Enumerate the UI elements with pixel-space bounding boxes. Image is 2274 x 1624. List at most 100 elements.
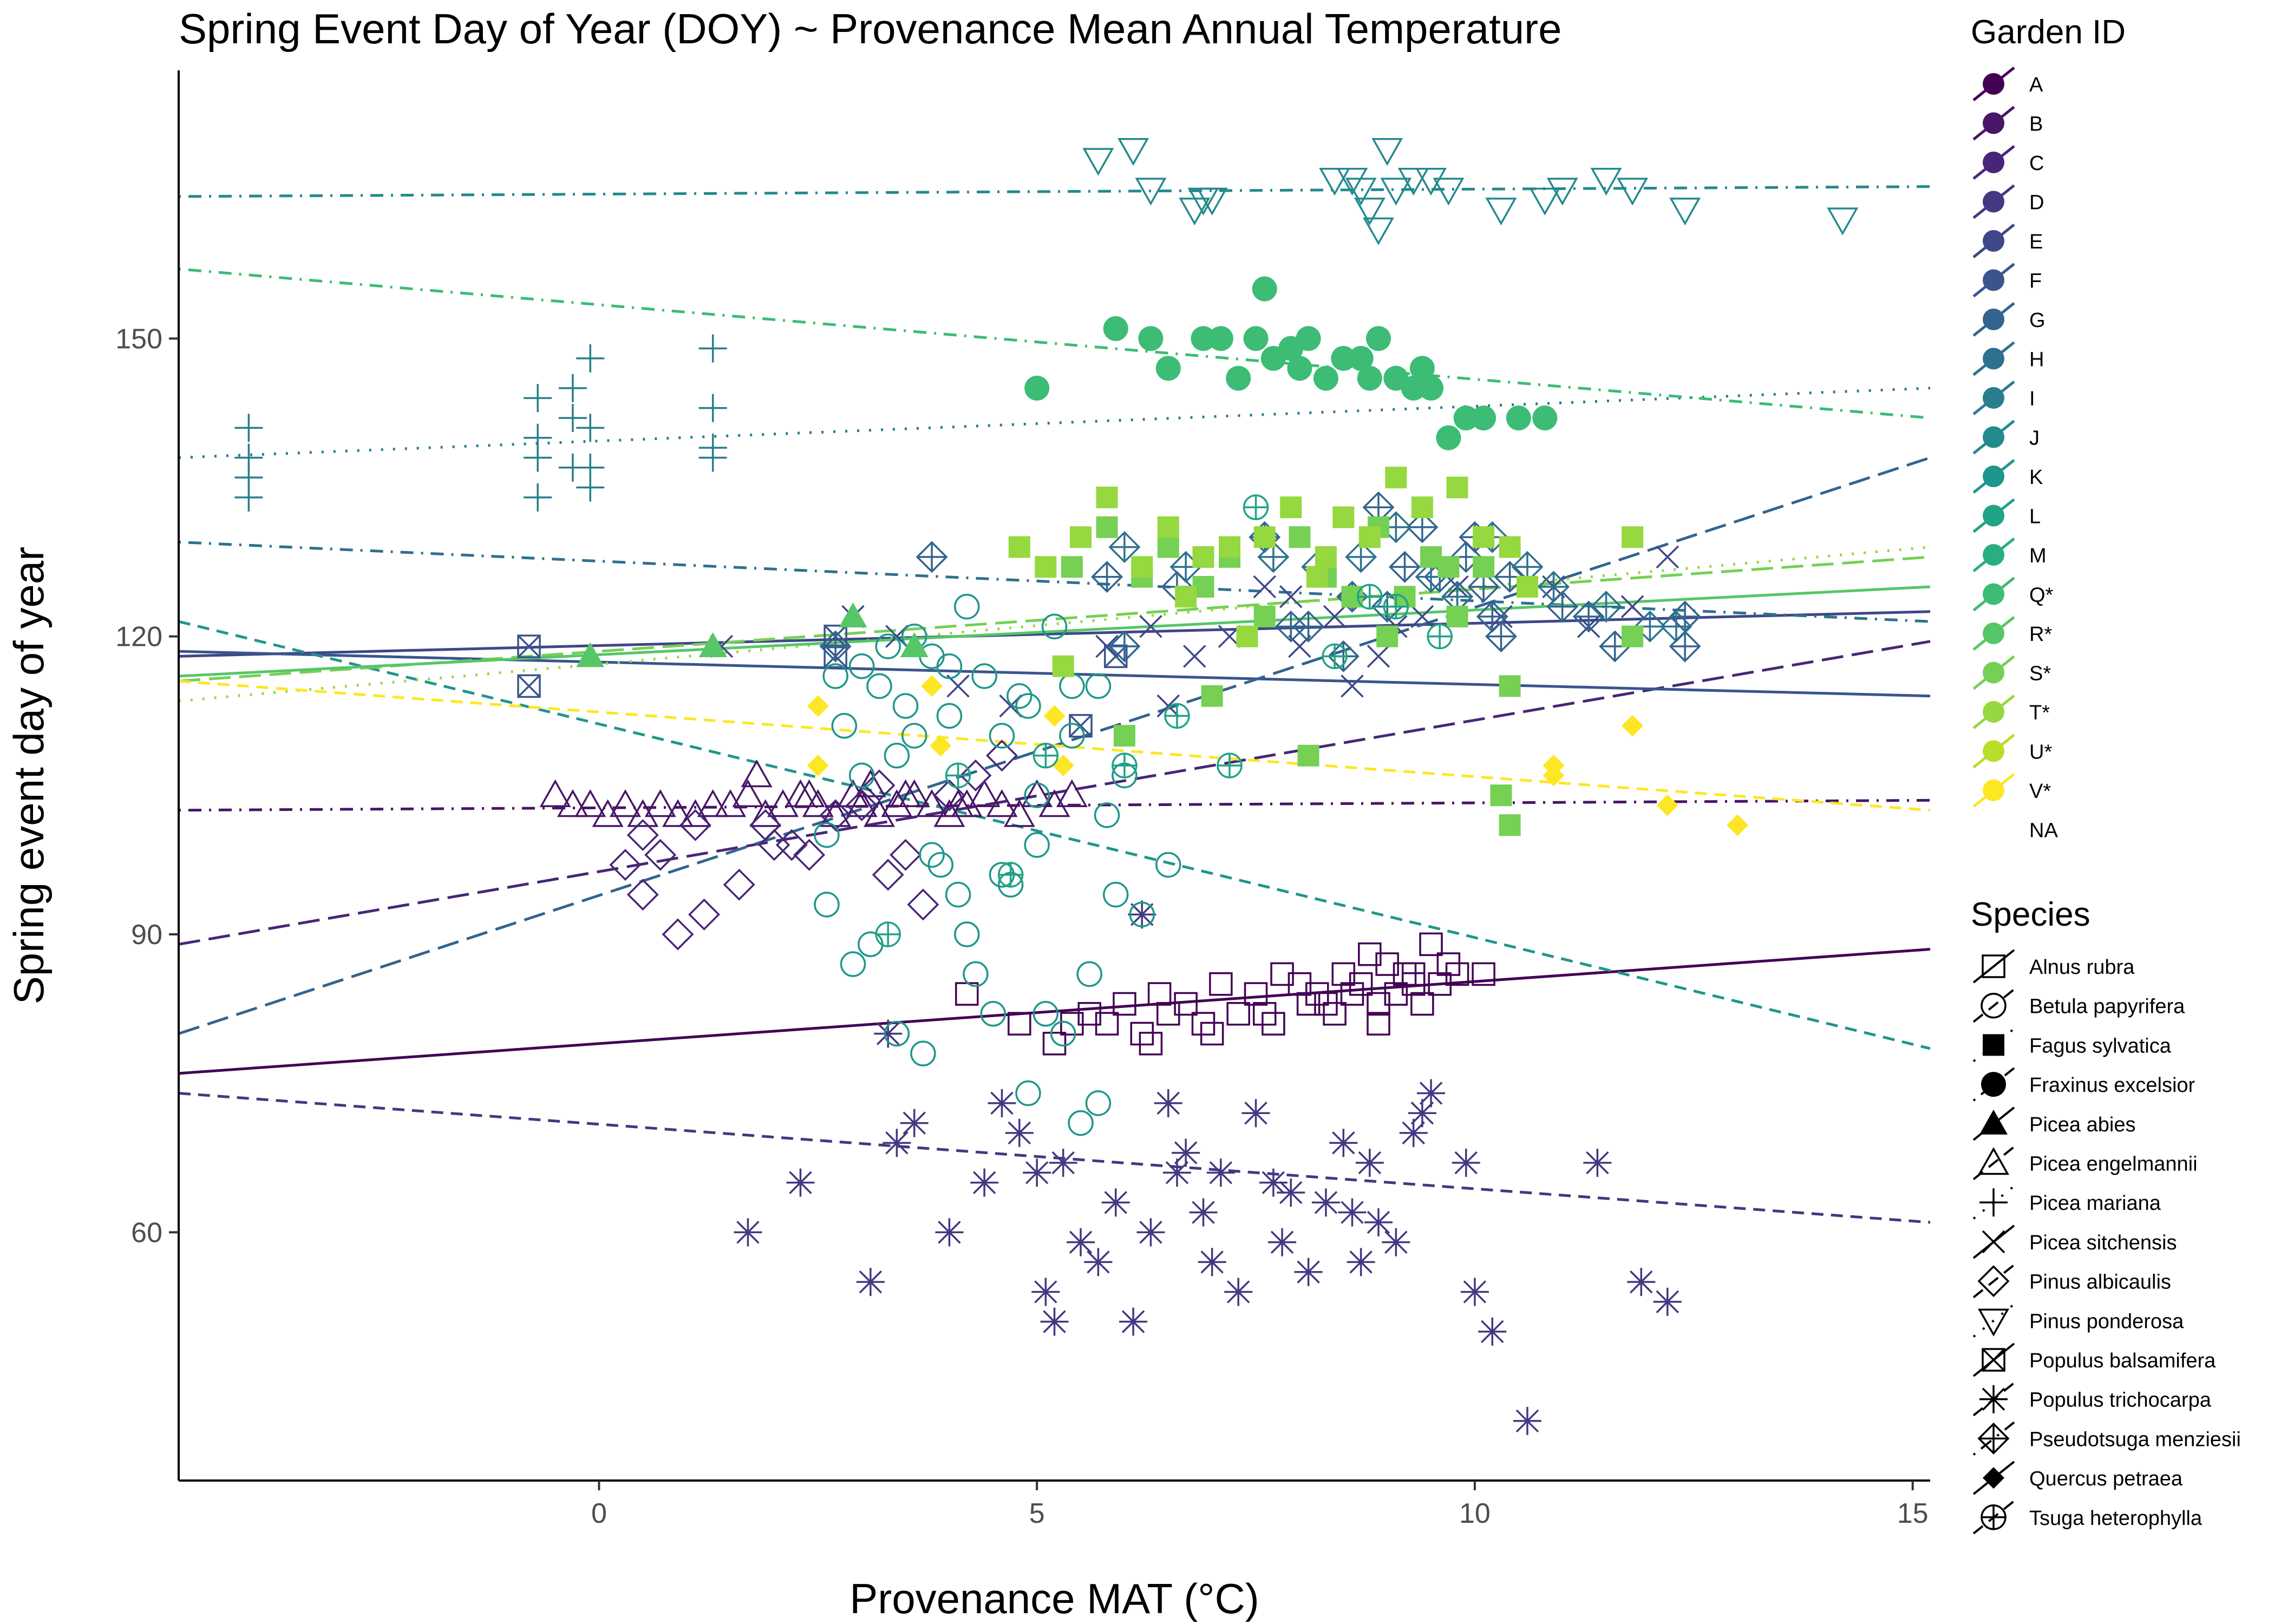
- data-point: [679, 799, 711, 827]
- legend-species-item: Pinus ponderosa: [1972, 1303, 2184, 1338]
- legend-species-label: Picea mariana: [2029, 1192, 2161, 1215]
- legend-species-item: Picea abies: [1972, 1106, 2135, 1141]
- data-point: [1529, 187, 1561, 216]
- data-point: [539, 779, 571, 807]
- legend-species-item: Picea engelmannii: [1972, 1145, 2198, 1181]
- legend-garden-item: E: [1972, 224, 2043, 258]
- data-point: [698, 394, 727, 422]
- legend-species-item: Pseudotsuga menziesii: [1972, 1421, 2241, 1456]
- data-point: [1362, 217, 1394, 246]
- data-point: [1572, 600, 1605, 633]
- data-point: [576, 344, 605, 373]
- data-point: [1314, 992, 1338, 1016]
- legend-garden-item: R*: [1972, 616, 2052, 651]
- data-point: [954, 593, 980, 620]
- data-point: [1259, 1168, 1288, 1197]
- y-tick-label: 60: [131, 1217, 162, 1248]
- legend-garden-label: E: [2029, 231, 2043, 253]
- data-point: [1031, 1278, 1060, 1306]
- legend-garden-swatch: [1983, 230, 2004, 252]
- data-point: [875, 633, 901, 659]
- data-point: [1516, 575, 1538, 598]
- legend-species-item: Fagus sylvatica: [1972, 1027, 2172, 1062]
- data-point: [1357, 365, 1382, 391]
- data-point: [807, 695, 829, 717]
- data-point: [1070, 526, 1092, 548]
- legend-garden-item: U*: [1972, 734, 2052, 769]
- data-point: [848, 653, 875, 679]
- data-point: [1139, 1032, 1163, 1056]
- data-point: [1155, 356, 1181, 381]
- data-point: [1499, 536, 1521, 558]
- data-point: [1427, 623, 1453, 650]
- data-point: [1096, 486, 1118, 508]
- data-point: [1108, 531, 1141, 564]
- legend-garden-swatch: [1983, 740, 2004, 762]
- data-point: [1354, 198, 1386, 226]
- data-point: [758, 829, 790, 861]
- data-point: [1297, 744, 1319, 767]
- data-point: [1113, 725, 1135, 747]
- data-point: [1385, 467, 1407, 489]
- legend-species-label: Picea engelmannii: [2029, 1153, 2198, 1176]
- fit-line-D: [178, 1092, 1931, 1224]
- data-point: [959, 759, 992, 791]
- data-point: [1399, 1118, 1428, 1147]
- data-point: [1101, 1188, 1130, 1217]
- legend-species-line: [1972, 1421, 2015, 1456]
- data-point: [644, 789, 676, 817]
- data-point: [1138, 326, 1164, 351]
- legend-species-line: [1972, 988, 2015, 1023]
- legend-species-swatch: [1979, 1109, 2008, 1135]
- legend-species-swatch: [1981, 992, 2007, 1019]
- legend-garden-swatch: [1983, 505, 2004, 527]
- fit-line-H: [178, 540, 1931, 623]
- data-point: [1050, 1020, 1076, 1047]
- data-point: [1208, 326, 1233, 351]
- data-point: [1189, 1198, 1218, 1227]
- data-point: [1024, 376, 1050, 401]
- legend-species-swatch: [1979, 1188, 2008, 1217]
- data-point: [1365, 326, 1391, 351]
- data-point: [1076, 961, 1102, 987]
- data-point: [1224, 1278, 1253, 1306]
- data-point: [1175, 586, 1197, 608]
- data-point: [1656, 545, 1679, 569]
- data-point: [1095, 1012, 1119, 1036]
- x-tick-label: 15: [1897, 1498, 1929, 1529]
- data-point: [1358, 526, 1381, 548]
- data-point: [1472, 962, 1495, 986]
- data-point: [1364, 1208, 1393, 1237]
- legend-species-swatch: [1977, 1422, 2010, 1455]
- data-point: [839, 602, 867, 627]
- data-point: [1243, 326, 1269, 351]
- data-point: [1445, 962, 1469, 986]
- data-point: [916, 789, 948, 817]
- data-point: [1131, 556, 1153, 578]
- data-point: [935, 1218, 964, 1247]
- legend-garden-item: NA: [2029, 820, 2058, 842]
- data-point: [698, 443, 727, 472]
- data-point: [1275, 610, 1307, 643]
- data-point: [715, 789, 747, 817]
- data-point: [1453, 405, 1479, 431]
- data-point: [576, 473, 605, 502]
- legend-garden-label: I: [2029, 388, 2035, 410]
- data-point: [1590, 168, 1622, 196]
- legend-garden-swatch: [1983, 780, 2004, 801]
- data-point: [234, 483, 263, 512]
- data-point: [1023, 1158, 1051, 1187]
- data-point: [1172, 1138, 1200, 1167]
- legend-species-line: [1972, 1461, 2015, 1495]
- data-point: [1620, 595, 1644, 618]
- data-point: [524, 443, 552, 472]
- data-point: [1033, 1001, 1059, 1027]
- legend-garden-swatch: [1983, 426, 2004, 448]
- data-point: [732, 779, 764, 807]
- data-point: [1103, 316, 1128, 341]
- data-point: [734, 1218, 762, 1247]
- legend-garden-swatch: [1983, 623, 2004, 644]
- legend-garden-swatch: [1983, 191, 2004, 213]
- legend-garden-item: G: [1972, 302, 2046, 337]
